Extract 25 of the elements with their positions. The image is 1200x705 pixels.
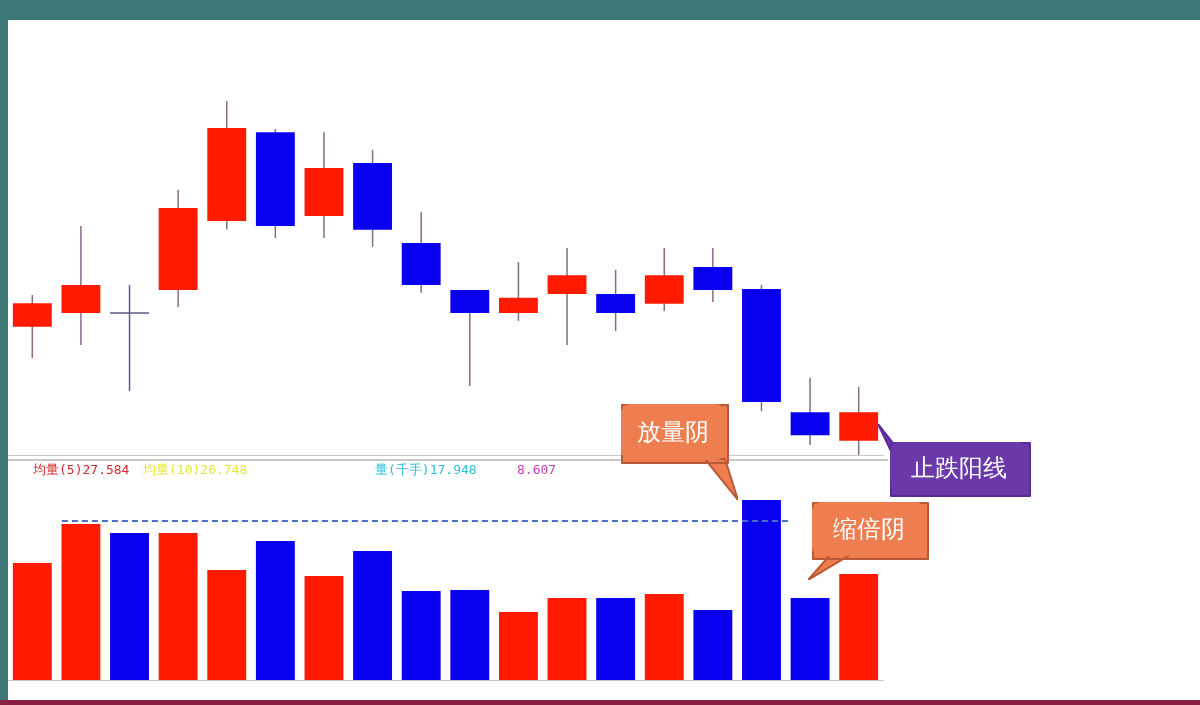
text: 均量(10)26.748 xyxy=(142,462,248,478)
text: 均量(5)27.584 xyxy=(32,462,130,478)
bar xyxy=(255,541,295,680)
bar xyxy=(644,593,684,680)
candlestick xyxy=(109,284,150,392)
bar xyxy=(401,591,441,680)
text: 8.607 xyxy=(517,462,557,478)
text: 量(千手)17.948 xyxy=(375,462,477,478)
bar xyxy=(110,532,149,680)
bar xyxy=(450,590,490,680)
text: 止跌阳线 xyxy=(890,442,1027,493)
bar xyxy=(158,532,198,680)
bar xyxy=(790,597,830,680)
bar xyxy=(61,523,101,680)
bar xyxy=(304,575,344,680)
bar xyxy=(498,611,538,680)
bar xyxy=(353,550,393,680)
bar xyxy=(207,570,247,680)
bar xyxy=(12,563,52,680)
annotation: 放量阴 xyxy=(621,404,725,460)
bar xyxy=(693,609,733,680)
bar xyxy=(547,597,587,680)
bar xyxy=(742,500,781,680)
bar xyxy=(596,597,636,680)
annotation: 缩倍阴 xyxy=(812,502,925,556)
